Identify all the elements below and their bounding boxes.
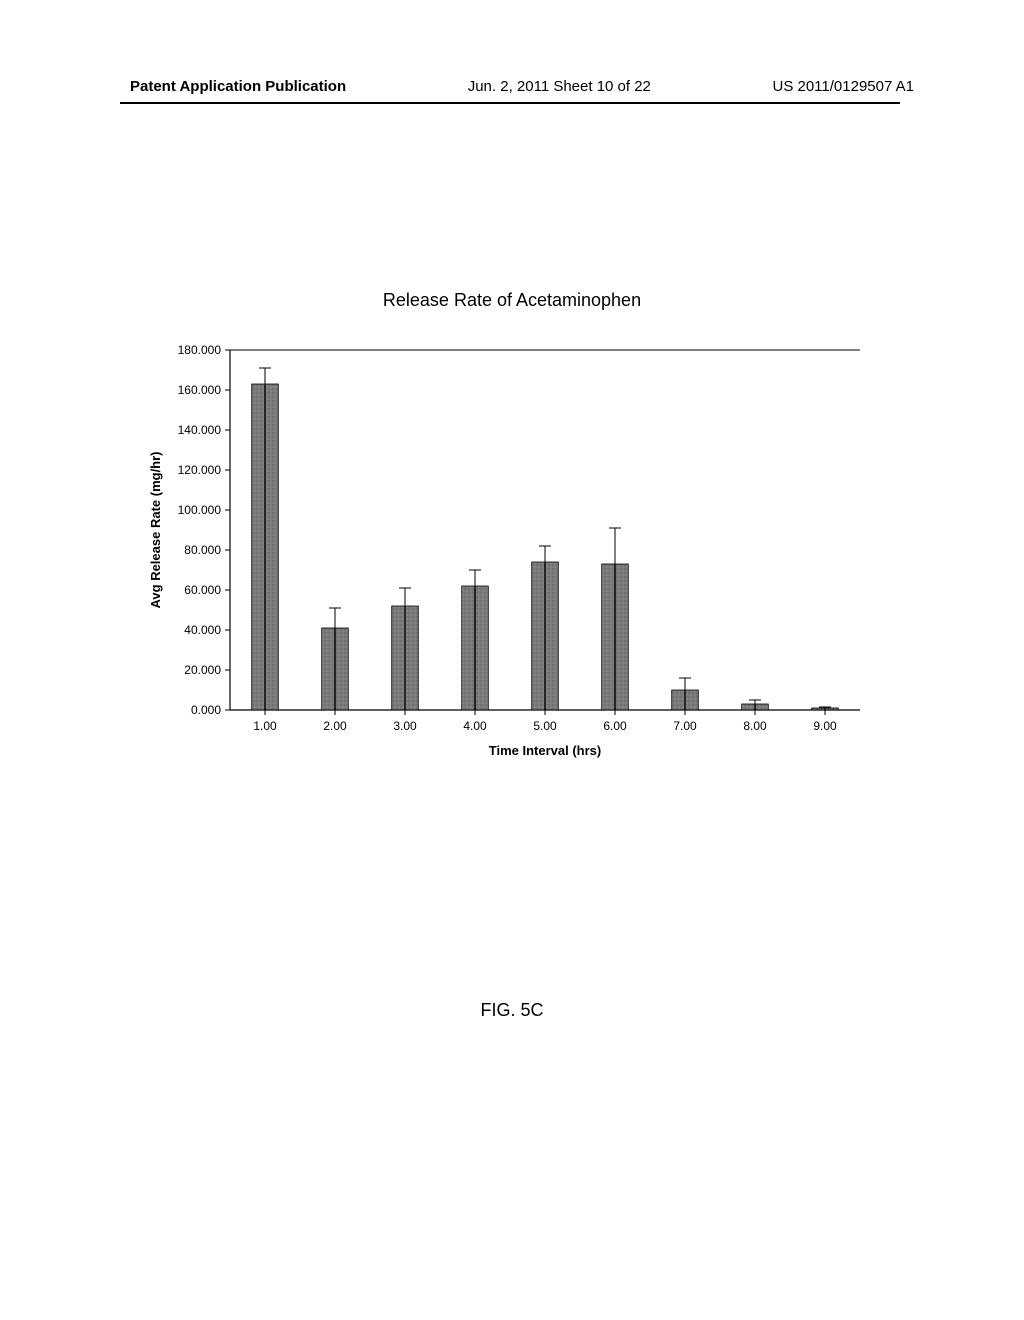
xtick-label: 9.00	[813, 719, 837, 733]
ytick-label: 100.000	[178, 503, 222, 517]
bar	[742, 704, 755, 710]
xtick-label: 4.00	[463, 719, 487, 733]
xtick-label: 2.00	[323, 719, 347, 733]
xtick-label: 1.00	[253, 719, 277, 733]
bar	[756, 704, 769, 710]
bar	[616, 564, 629, 710]
x-axis-label: Time Interval (hrs)	[489, 743, 601, 758]
xtick-label: 3.00	[393, 719, 417, 733]
ytick-label: 40.000	[184, 623, 221, 637]
ytick-label: 0.000	[191, 703, 221, 717]
bar	[252, 384, 265, 710]
header-right: US 2011/0129507 A1	[772, 78, 914, 95]
xtick-label: 6.00	[603, 719, 627, 733]
chart-title: Release Rate of Acetaminophen	[0, 290, 1024, 311]
bar	[672, 690, 685, 710]
bar	[266, 384, 279, 710]
header-rule	[120, 102, 900, 104]
bar	[392, 606, 405, 710]
figure-label: FIG. 5C	[0, 1000, 1024, 1021]
header-center: Jun. 2, 2011 Sheet 10 of 22	[468, 78, 651, 95]
ytick-label: 60.000	[184, 583, 221, 597]
ytick-label: 80.000	[184, 543, 221, 557]
bar	[546, 562, 559, 710]
header-left: Patent Application Publication	[130, 78, 346, 95]
bar	[322, 628, 335, 710]
y-axis-label: Avg Release Rate (mg/hr)	[148, 451, 163, 608]
xtick-label: 7.00	[673, 719, 697, 733]
bar	[532, 562, 545, 710]
ytick-label: 20.000	[184, 663, 221, 677]
bar	[476, 586, 489, 710]
bar	[826, 708, 839, 710]
ytick-label: 140.000	[178, 423, 222, 437]
bar	[336, 628, 349, 710]
bar	[462, 586, 475, 710]
page-header: Patent Application Publication Jun. 2, 2…	[0, 78, 1024, 95]
bar	[812, 708, 825, 710]
bar	[406, 606, 419, 710]
ytick-label: 180.000	[178, 343, 222, 357]
chart-svg: 0.000 20.000 40.000 60.000 80.000 100.000 120.…	[140, 340, 880, 780]
xtick-label: 8.00	[743, 719, 767, 733]
bar	[686, 690, 699, 710]
ytick-label: 160.000	[178, 383, 222, 397]
ytick-label: 120.000	[178, 463, 222, 477]
bar	[602, 564, 615, 710]
release-rate-chart: 0.000 20.000 40.000 60.000 80.000 100.000 120.…	[140, 340, 880, 780]
xtick-label: 5.00	[533, 719, 557, 733]
